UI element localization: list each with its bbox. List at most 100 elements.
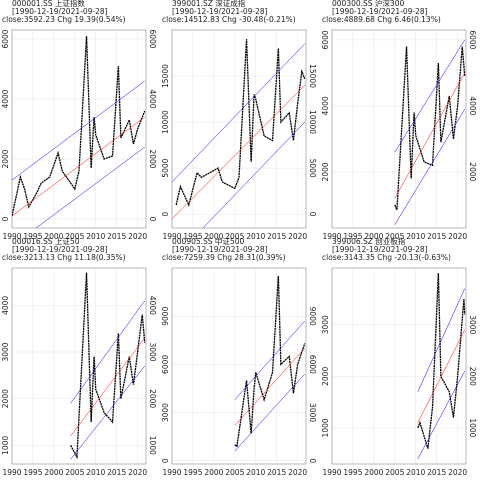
x-tick-label: 2005	[225, 232, 244, 241]
y-tick-label-right: 2000	[468, 162, 477, 181]
y-tick-label-right: 0	[148, 217, 157, 222]
channel-line	[234, 320, 305, 400]
y-tick-label: 6000	[321, 30, 330, 49]
y-tick-label: 3000	[161, 403, 170, 422]
channel-line	[12, 80, 145, 181]
y-tick-label: 0	[161, 212, 170, 217]
plot-frame	[331, 267, 467, 465]
y-tick-label-right: 3000	[308, 403, 317, 422]
y-tick-label-right: 2000	[148, 389, 157, 408]
y-tick-label: 6000	[1, 29, 10, 48]
y-tick-label: 1000	[1, 436, 10, 455]
panel-range: [1990-12-19/2021-09-28]	[332, 7, 428, 16]
y-tick-label: 6000	[161, 355, 170, 374]
x-tick-label: 1990	[162, 232, 181, 241]
y-tick-label-right: 2000	[468, 367, 477, 386]
x-tick-label: 1995	[343, 232, 362, 241]
y-tick-label-right: 9000	[308, 307, 317, 326]
channel-line	[417, 329, 465, 423]
plot-frame	[11, 267, 147, 465]
channel-line	[12, 116, 145, 217]
x-tick-label: 1995	[183, 232, 202, 241]
x-tick-label: 2015	[267, 232, 286, 241]
price-line	[175, 39, 306, 207]
x-tick-label: 2010	[86, 232, 105, 241]
y-tick-label: 5000	[161, 158, 170, 177]
panel-title: 000001.SS 上证指数	[12, 0, 85, 8]
y-tick-label-right: 6000	[468, 30, 477, 49]
x-tick-label: 2000	[44, 232, 63, 241]
x-tick-label: 2015	[427, 232, 446, 241]
y-tick-label-right: 6000	[308, 355, 317, 374]
panel-title: 000016.SS 上证50	[12, 237, 80, 246]
panel-range: [1990-12-19/2021-09-28]	[12, 7, 108, 16]
x-tick-label: 2015	[267, 468, 286, 477]
x-tick-label: 1990	[322, 468, 341, 477]
channel-line	[172, 43, 305, 183]
panel-close: close:4889.68 Chg 6.46(0.13%)	[322, 15, 441, 24]
x-tick-label: 2020	[448, 232, 467, 241]
x-tick-label: 2005	[385, 232, 404, 241]
x-tick-label: 1995	[343, 468, 362, 477]
y-tick-label: 0	[161, 458, 170, 463]
y-tick-label-right: 6000	[148, 29, 157, 48]
y-tick-label-right: 0	[308, 212, 317, 217]
x-tick-label: 2015	[107, 232, 126, 241]
channel-line	[394, 109, 465, 225]
x-tick-label: 2010	[246, 468, 265, 477]
x-tick-label: 2010	[246, 232, 265, 241]
y-tick-label: 2000	[321, 367, 330, 386]
x-tick-label: 2005	[65, 468, 84, 477]
channel-line	[234, 373, 305, 452]
x-tick-label: 2010	[86, 468, 105, 477]
channel-line	[35, 146, 145, 228]
panel-close: close:3592.23 Chg 19.39(0.54%)	[2, 15, 126, 24]
panel-title: 000905.SS 中证500	[172, 236, 244, 246]
x-tick-label: 2020	[288, 232, 307, 241]
y-tick-label-right: 1000	[468, 418, 477, 437]
x-tick-label: 2015	[427, 468, 446, 477]
y-tick-label-right: 0	[308, 458, 317, 463]
channel-line	[417, 288, 465, 392]
x-tick-label: 2010	[406, 468, 425, 477]
x-tick-label: 2000	[44, 468, 63, 477]
y-tick-label-right: 3000	[148, 342, 157, 361]
plot-frame	[171, 29, 307, 229]
panel-title: 399001.SZ 深证成指	[172, 0, 246, 8]
channel-line	[202, 121, 305, 228]
x-tick-label: 1990	[2, 468, 21, 477]
channel-line	[394, 72, 465, 199]
y-tick-label: 1000	[321, 418, 330, 437]
panel-close: close:14512.83 Chg -30.48(-0.21%)	[162, 15, 296, 24]
panel-close: close:7259.39 Chg 28.31(0.39%)	[162, 253, 286, 262]
y-tick-label-right: 2000	[148, 149, 157, 168]
panel-title: 399006.SZ 创业板指	[332, 236, 406, 246]
x-tick-label: 1995	[183, 468, 202, 477]
y-tick-label: 0	[1, 216, 10, 221]
plot-frame	[331, 29, 467, 229]
panel-range: [1990-12-19/2021-09-28]	[172, 7, 268, 16]
y-tick-label-right: 4000	[148, 89, 157, 108]
panel-close: close:3143.35 Chg -20.13(-0.63%)	[322, 253, 451, 262]
y-tick-label-right: 10000	[308, 110, 317, 134]
channel-line	[234, 348, 305, 426]
channel-line	[172, 85, 305, 219]
x-tick-label: 2020	[128, 232, 147, 241]
y-tick-label-right: 4000	[468, 96, 477, 115]
price-line	[394, 46, 466, 211]
x-tick-label: 2000	[364, 468, 383, 477]
x-tick-label: 2000	[204, 468, 223, 477]
y-tick-label: 3000	[321, 315, 330, 334]
y-tick-label-right: 15000	[308, 64, 317, 88]
x-tick-label: 2005	[225, 468, 244, 477]
x-tick-label: 2020	[288, 468, 307, 477]
panel-title: 000300.SS 沪深300	[332, 0, 404, 8]
x-tick-label: 1995	[23, 232, 42, 241]
channel-line	[70, 365, 145, 460]
y-tick-label: 4000	[1, 296, 10, 315]
price-line	[70, 272, 146, 460]
y-tick-label: 3000	[1, 342, 10, 361]
x-tick-label: 1990	[2, 232, 21, 241]
y-tick-label: 10000	[161, 110, 170, 134]
